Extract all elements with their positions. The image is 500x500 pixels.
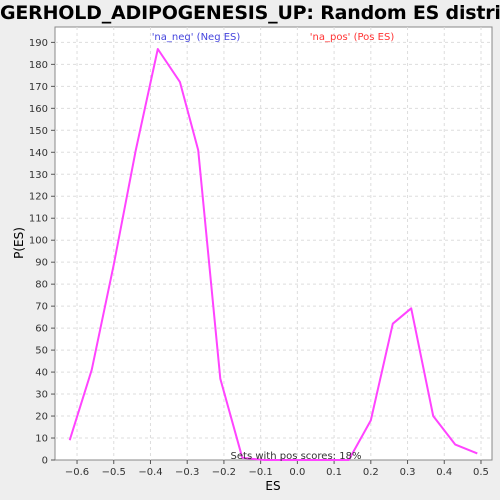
y-tick-label: 190 [29, 38, 48, 49]
pos-scores-footer: Sets with pos scores: 18% [231, 451, 362, 462]
x-tick-label: 0.3 [400, 467, 416, 478]
x-tick-label: 0.1 [326, 467, 342, 478]
grid [55, 27, 492, 460]
y-tick-label: 110 [29, 214, 48, 225]
x-tick-label: −0.6 [65, 467, 89, 478]
axes: 0 10 20 30 40 50 60 70 80 90 100 110 120 130 140 150 160… [29, 38, 489, 478]
y-tick-label: 10 [35, 434, 48, 445]
y-tick-label: 30 [35, 390, 48, 401]
es-distribution-line [68, 48, 478, 461]
y-tick-label: 150 [29, 126, 48, 137]
x-tick-label: −0.3 [175, 467, 199, 478]
x-tick-label: 0.4 [436, 467, 452, 478]
y-tick-label: 40 [35, 368, 48, 379]
x-tick-label: 0.5 [473, 467, 489, 478]
y-tick-label: 180 [29, 60, 48, 71]
y-tick-label: 20 [35, 412, 48, 423]
plot-background [54, 26, 493, 461]
series-layer [68, 48, 478, 461]
y-tick-label: 140 [29, 148, 48, 159]
y-tick-label: 0 [42, 456, 48, 467]
y-axis-label: P(ES) [12, 227, 26, 259]
y-tick-label: 170 [29, 82, 48, 93]
x-tick-label: −0.2 [212, 467, 236, 478]
x-tick-label: −0.1 [248, 467, 272, 478]
y-tick-label: 160 [29, 104, 48, 115]
y-tick-label: 80 [35, 280, 48, 291]
y-tick-label: 50 [35, 346, 48, 357]
chart-title: GERHOLD_ADIPOGENESIS_UP: Random ES distr… [0, 2, 500, 24]
y-tick-label: 70 [35, 302, 48, 313]
y-tick-label: 60 [35, 324, 48, 335]
y-tick-label: 90 [35, 258, 48, 269]
y-tick-label: 120 [29, 192, 48, 203]
x-tick-label: −0.5 [102, 467, 126, 478]
y-tick-label: 130 [29, 170, 48, 181]
x-tick-label: 0.0 [289, 467, 305, 478]
x-tick-label: 0.2 [363, 467, 379, 478]
x-tick-label: −0.4 [138, 467, 162, 478]
y-tick-label: 100 [29, 236, 48, 247]
pos-es-label: 'na_pos' (Pos ES) [310, 32, 395, 43]
neg-es-label: 'na_neg' (Neg ES) [152, 32, 241, 43]
x-axis-label: ES [265, 479, 280, 493]
